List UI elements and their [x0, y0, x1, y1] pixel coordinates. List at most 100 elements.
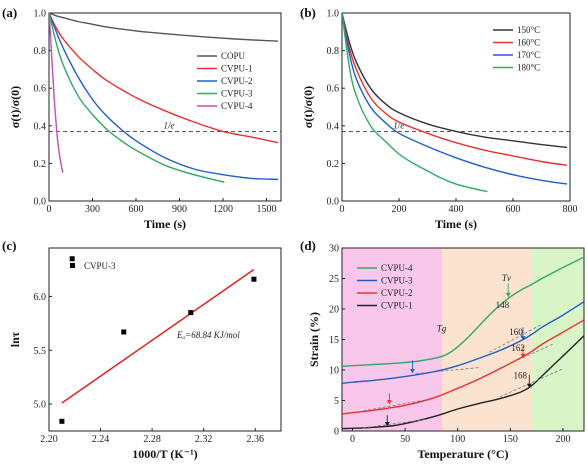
- series-line-cvpu-3: [342, 301, 584, 385]
- series-line-150-c: [342, 13, 568, 149]
- x-tick-label: 0: [340, 204, 345, 215]
- series-line-cvpu-4: [342, 256, 584, 367]
- x-tick-label: 2.24: [92, 434, 110, 445]
- y-tick-label: 5.0: [34, 400, 47, 411]
- chart-a: 0 300 600 900 1200 1500 0.0 0.2 0.4 0.6 0.8 1.0 Time…: [8, 9, 282, 231]
- y-tick-label: 0.4: [327, 121, 340, 132]
- y-tick-label: 0.6: [327, 84, 340, 95]
- data-point: [121, 329, 127, 335]
- x-tick-label: 800: [563, 204, 578, 215]
- y-tick-label: 1.0: [34, 9, 47, 20]
- x-axis-label: Time (s): [144, 217, 186, 231]
- activation-energy-label: Eₐ=68.84 KJ/mol: [176, 330, 240, 340]
- series-line-180-c: [342, 13, 488, 193]
- tangent-line: [499, 368, 564, 398]
- x-tick-label: 150: [503, 434, 518, 445]
- data-point: [251, 276, 257, 282]
- y-tick-label: 10: [329, 366, 339, 377]
- y-tick-label: 0.4: [34, 121, 47, 132]
- legend-label: CVPU-3: [381, 276, 413, 286]
- temp-168-label: 168: [514, 371, 528, 381]
- y-axis-label: σ(t)/σ(0): [301, 86, 315, 128]
- y-tick-label: 30: [329, 244, 339, 255]
- x-tick-label: 2.36: [246, 434, 264, 445]
- panel-label-b: (b): [300, 5, 316, 20]
- series-line-copu: [49, 13, 279, 42]
- x-tick-label: 300: [85, 204, 100, 215]
- plot-frame: [48, 247, 282, 432]
- y-tick-label: 0.6: [34, 84, 47, 95]
- panel-label-c: (c): [2, 238, 16, 253]
- fit-line: [61, 268, 255, 404]
- temp-160-label: 160: [509, 327, 523, 337]
- tangent-line: [415, 367, 479, 375]
- y-axis-label: lnτ: [8, 331, 22, 347]
- marker-arrow-head: [526, 383, 532, 388]
- temp-148-label: 148: [496, 300, 510, 310]
- y-tick-label: 0.2: [327, 159, 340, 170]
- legend-label: CVPU-4: [381, 263, 413, 273]
- marker-arrow-head: [505, 292, 511, 297]
- x-tick-label: 2.32: [195, 434, 213, 445]
- tv-label: Tv: [502, 273, 511, 283]
- reference-line-label: 1/e: [393, 120, 404, 130]
- y-tick-label: 0.2: [34, 159, 47, 170]
- x-tick-label: 400: [449, 204, 464, 215]
- legend-label: 160°C: [517, 38, 540, 48]
- series-line-cvpu-1: [342, 335, 584, 430]
- x-tick-label: 200: [555, 434, 570, 445]
- legend-label: CVPU-1: [381, 301, 413, 311]
- series-line-cvpu-4: [49, 13, 64, 173]
- y-tick-label: 15: [329, 335, 339, 346]
- x-tick-label: 0: [350, 434, 355, 445]
- y-tick-label: 0: [334, 427, 339, 438]
- legend-label: 150°C: [517, 25, 540, 35]
- y-tick-label: 25: [329, 274, 339, 285]
- y-tick-label: 0.8: [34, 46, 47, 57]
- tg-label: Tg: [437, 324, 447, 334]
- legend-label: CVPU-2: [381, 288, 413, 298]
- temperature-region: [531, 248, 584, 431]
- y-tick-label: 5.5: [34, 346, 47, 357]
- y-axis-label: σ(t)/σ(0): [8, 86, 22, 128]
- series-line-170-c: [342, 13, 568, 185]
- y-tick-label: 0.0: [327, 197, 340, 208]
- x-tick-label: 0: [47, 204, 52, 215]
- x-tick-label: 2.28: [143, 434, 161, 445]
- data-point: [59, 418, 65, 424]
- temperature-region: [441, 248, 532, 431]
- panel-label-d: (d): [300, 238, 316, 253]
- temp-162-label: 162: [511, 343, 525, 353]
- x-tick-label: 1500: [257, 204, 277, 215]
- legend-swatch: [70, 263, 75, 268]
- x-tick-label: 1200: [213, 204, 233, 215]
- tangent-line: [362, 419, 427, 429]
- chart-d: 0 50 100 150 200 0 5 10 15 20 25 30 Temperature (°C)…: [307, 244, 585, 461]
- y-tick-label: 20: [329, 305, 339, 316]
- legend-label: 180°C: [517, 63, 540, 73]
- y-tick-label: 0.0: [34, 197, 47, 208]
- x-axis-label: Temperature (°C): [417, 447, 508, 461]
- y-tick-label: 0.8: [327, 46, 340, 57]
- x-tick-label: 200: [392, 204, 407, 215]
- chart-b: 0 200 400 600 800 0.0 0.2 0.4 0.6 0.8 1.0 Time (s) σ…: [301, 9, 578, 232]
- x-tick-label: 2.20: [40, 434, 58, 445]
- legend-label: CVPU-4: [221, 101, 253, 111]
- y-tick-label: 1.0: [327, 9, 340, 20]
- plot-frame: [48, 12, 282, 202]
- y-tick-label: 6.0: [34, 292, 47, 303]
- data-point: [188, 310, 194, 316]
- y-axis-label: Strain (%): [307, 312, 321, 367]
- reference-line-label: 1/e: [164, 120, 175, 130]
- marker-arrow-head: [520, 353, 526, 358]
- marker-arrow-head: [384, 422, 390, 427]
- legend-label: CVPU-3: [221, 89, 253, 99]
- legend-label: CVPU-3: [84, 261, 116, 271]
- x-axis-label: Time (s): [435, 217, 477, 231]
- tangent-line: [362, 399, 427, 412]
- series-line-cvpu-1: [49, 13, 279, 144]
- x-tick-label: 600: [129, 204, 144, 215]
- series-line-cvpu-2: [49, 13, 279, 181]
- marker-arrow-head: [520, 336, 526, 341]
